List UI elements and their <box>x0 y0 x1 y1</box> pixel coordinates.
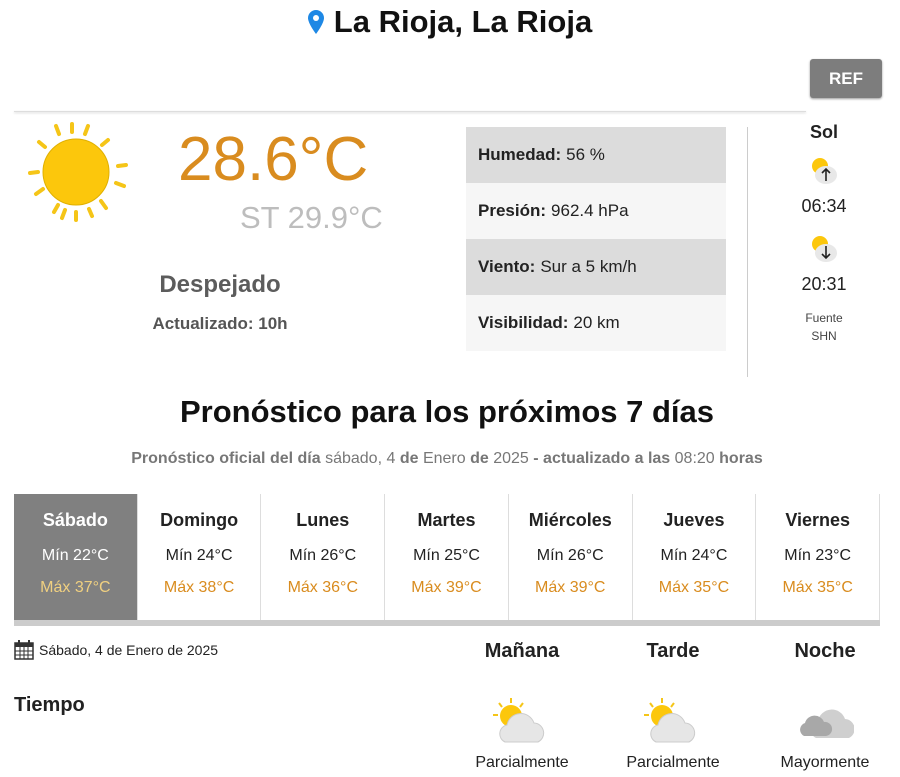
period-morning: Mañana <box>484 640 560 662</box>
day-tab-viernes[interactable]: Viernes Mín 23°C Máx 35°C <box>756 494 881 620</box>
detail-label: Presión: <box>478 201 547 220</box>
sunset-icon <box>812 236 837 262</box>
subtitle-part: de <box>470 450 489 467</box>
day-name: Lunes <box>296 510 350 530</box>
source-value: SHN <box>811 329 837 343</box>
current-temperature: 28.6°C <box>178 125 369 194</box>
day-tab-sabado[interactable]: Sábado Mín 22°C Máx 37°C <box>14 494 138 620</box>
day-max: Máx 35°C <box>782 579 853 596</box>
day-min: Mín 24°C <box>660 547 728 564</box>
detail-value: 962.4 hPa <box>551 201 629 220</box>
partly-cloudy-icon <box>462 698 582 751</box>
day-max: Máx 39°C <box>411 579 482 596</box>
partly-cloudy-icon <box>613 698 733 751</box>
sunset-time: 20:31 <box>801 274 847 294</box>
day-min: Mín 24°C <box>165 547 233 564</box>
day-tab-lunes[interactable]: Lunes Mín 26°C Máx 36°C <box>261 494 386 620</box>
weather-row-label: Tiempo <box>14 694 85 716</box>
details-table: Humedad: 56 % Presión: 962.4 hPa Viento: Su… <box>466 127 726 351</box>
day-name: Miércoles <box>528 510 612 530</box>
pressure-row: Presión: 962.4 hPa <box>466 183 726 239</box>
detail-value: 56 % <box>566 145 605 164</box>
divider <box>14 111 806 112</box>
divider <box>747 127 748 377</box>
sun-title: Sol <box>809 122 838 142</box>
forecast-heading: Pronóstico para los próximos 7 días <box>179 394 715 429</box>
day-min: Mín 25°C <box>413 547 480 564</box>
day-name: Viernes <box>785 510 851 530</box>
day-max: Máx 36°C <box>287 579 358 596</box>
subtitle-part: 08:20 <box>674 450 715 467</box>
selected-date: Sábado, 4 de Enero de 2025 <box>14 640 218 660</box>
subtitle-part: 2025 <box>493 450 529 467</box>
detail-label: Humedad: <box>478 145 562 164</box>
day-max: Máx 39°C <box>535 579 606 596</box>
detail-value: 20 km <box>573 313 620 332</box>
feels-like: ST 29.9°C <box>240 200 383 235</box>
day-max: Máx 37°C <box>40 579 111 596</box>
sunrise-icon <box>812 158 837 184</box>
detail-label: Viento: <box>478 257 536 276</box>
period-afternoon: Tarde <box>646 640 700 662</box>
sun-icon <box>28 122 128 222</box>
updated-time: Actualizado: 10h <box>152 314 288 333</box>
forecast-days: Sábado Mín 22°C Máx 37°C Domingo Mín 24°C Má… <box>14 494 881 626</box>
location-pin-icon <box>307 10 324 34</box>
title-text: La Rioja, La Rioja <box>333 4 593 39</box>
calendar-icon <box>14 640 34 660</box>
day-min: Mín 26°C <box>536 547 604 564</box>
day-min: Mín 22°C <box>41 547 109 564</box>
day-tab-domingo[interactable]: Domingo Mín 24°C Máx 38°C <box>138 494 262 620</box>
day-name: Jueves <box>663 510 725 530</box>
day-name: Martes <box>417 510 476 530</box>
subtitle-part: de <box>399 450 419 467</box>
subtitle-part: sábado, 4 <box>325 450 396 467</box>
day-tab-miercoles[interactable]: Miércoles Mín 26°C Máx 39°C <box>509 494 633 620</box>
subtitle-part: Pronóstico oficial del día <box>131 450 321 467</box>
day-tab-martes[interactable]: Martes Mín 25°C Máx 39°C <box>385 494 509 620</box>
subtitle-part: horas <box>719 450 763 467</box>
subtitle-part: Enero <box>422 450 466 467</box>
forecast-subtitle: Pronóstico oficial del día sábado, 4 de … <box>0 450 894 468</box>
day-name: Sábado <box>42 510 108 530</box>
day-max: Máx 35°C <box>658 579 730 596</box>
day-max: Máx 38°C <box>163 579 235 596</box>
cloudy-icon <box>765 698 885 751</box>
sun-panel: Sol 06:34 20:31 Fuente SHN <box>784 122 864 345</box>
humidity-row: Humedad: 56 % <box>466 127 726 183</box>
afternoon-condition: Parcialmente <box>626 754 720 771</box>
date-text: Sábado, 4 de Enero de 2025 <box>39 642 219 658</box>
day-min: Mín 23°C <box>784 547 852 564</box>
location-title: La Rioja, La Rioja <box>0 4 900 40</box>
wind-row: Viento: Sur a 5 km/h <box>466 239 726 295</box>
visibility-row: Visibilidad: 20 km <box>466 295 726 351</box>
detail-label: Visibilidad: <box>478 313 569 332</box>
period-night: Noche <box>794 640 856 662</box>
day-tab-jueves[interactable]: Jueves Mín 24°C Máx 35°C <box>633 494 757 620</box>
condition: Despejado <box>159 271 281 298</box>
sunrise-time: 06:34 <box>801 196 847 216</box>
subtitle-part: - actualizado a las <box>533 450 671 467</box>
detail-value: Sur a 5 km/h <box>540 257 637 276</box>
morning-condition: Parcialmente <box>475 754 569 771</box>
ref-button[interactable]: REF <box>810 59 882 98</box>
source-label: Fuente <box>805 311 843 325</box>
night-condition: Mayormente <box>780 754 870 771</box>
day-min: Mín 26°C <box>289 547 357 564</box>
day-name: Domingo <box>160 510 239 530</box>
